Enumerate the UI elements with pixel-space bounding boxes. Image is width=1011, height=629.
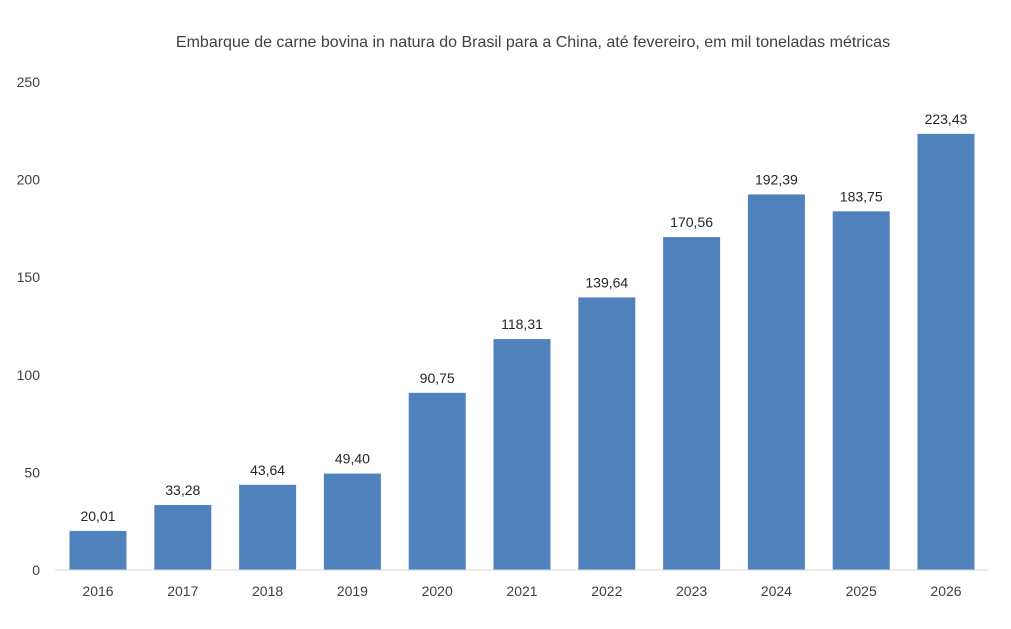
x-tick-label-2019: 2019 [337, 583, 368, 599]
data-label-2022: 139,64 [585, 274, 628, 290]
data-labels: 20,01 33,28 43,64 49,40 90,75 118,31 139,64 170… [80, 111, 967, 524]
bar-2024 [747, 194, 805, 571]
data-label-2024: 192,39 [755, 171, 798, 187]
y-axis-ticks: 0 50 100 150 200 250 [17, 74, 41, 578]
y-tick-label: 50 [24, 464, 40, 480]
bar-2022 [578, 297, 636, 570]
x-tick-label-2017: 2017 [167, 583, 198, 599]
bar-2019 [323, 473, 381, 570]
x-tick-label-2021: 2021 [506, 583, 537, 599]
x-tick-label-2016: 2016 [82, 583, 113, 599]
bar-2016 [69, 530, 127, 570]
data-label-2017: 33,28 [165, 482, 200, 498]
data-label-2025: 183,75 [840, 188, 883, 204]
data-label-2023: 170,56 [670, 214, 713, 230]
y-tick-label: 0 [32, 562, 40, 578]
data-label-2019: 49,40 [335, 451, 370, 467]
x-tick-label-2024: 2024 [761, 583, 792, 599]
bar-2023 [663, 237, 721, 570]
x-tick-label-2022: 2022 [591, 583, 622, 599]
x-tick-label-2026: 2026 [930, 583, 961, 599]
bar-2020 [408, 392, 466, 570]
x-axis-ticks: 2016 2017 2018 2019 2020 2021 2022 2023 2024 2025… [82, 583, 961, 599]
bar-2017 [154, 505, 212, 570]
x-tick-label-2023: 2023 [676, 583, 707, 599]
x-tick-label-2025: 2025 [846, 583, 877, 599]
bars [69, 133, 975, 571]
data-label-2016: 20,01 [80, 508, 115, 524]
data-label-2026: 223,43 [925, 111, 968, 127]
x-tick-label-2018: 2018 [252, 583, 283, 599]
bar-2021 [493, 339, 551, 570]
x-tick-label-2020: 2020 [422, 583, 453, 599]
y-tick-label: 250 [17, 74, 41, 90]
data-label-2018: 43,64 [250, 462, 285, 478]
y-tick-label: 100 [17, 367, 41, 383]
bar-2018 [239, 484, 297, 570]
y-tick-label: 150 [17, 269, 41, 285]
data-label-2021: 118,31 [501, 316, 543, 332]
bar-2025 [832, 211, 890, 570]
chart-title: Embarque de carne bovina in natura do Br… [176, 34, 890, 51]
data-label-2020: 90,75 [420, 370, 455, 386]
y-tick-label: 200 [17, 172, 41, 188]
bar-2026 [917, 133, 975, 571]
